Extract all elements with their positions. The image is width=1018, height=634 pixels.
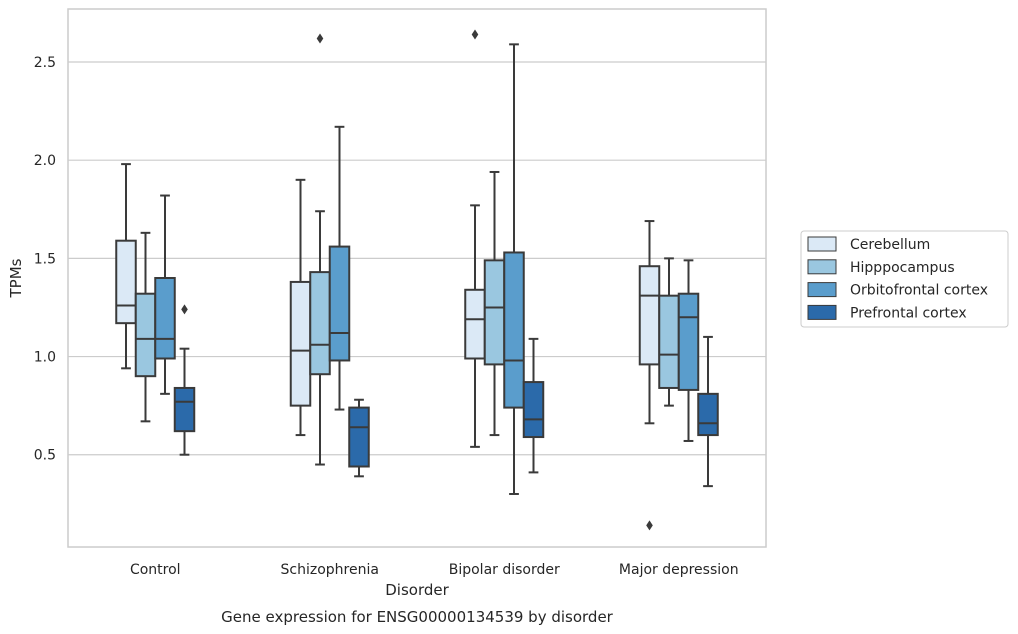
legend-label: Hipppocampus xyxy=(850,260,955,276)
box-body xyxy=(658,294,680,389)
x-tick-label: Schizophrenia xyxy=(281,562,379,578)
legend-label: Cerebellum xyxy=(850,237,930,253)
legend-item: Prefrontal cortex xyxy=(807,304,967,321)
x-tick-label: Control xyxy=(130,562,181,578)
y-tick-label: 1.0 xyxy=(34,350,56,366)
box-hipppocampus xyxy=(309,33,331,466)
chart-title: Gene expression for ENSG00000134539 by d… xyxy=(221,608,614,626)
plot-frame xyxy=(67,8,767,548)
box-hipppocampus xyxy=(134,231,157,423)
x-tick-label: Bipolar disorder xyxy=(449,562,560,578)
box-body xyxy=(173,386,196,433)
legend-item: Hipppocampus xyxy=(807,259,955,276)
box-body xyxy=(522,381,545,439)
legend-label: Orbitofrontal cortex xyxy=(850,283,988,299)
box-orbitofrontal-cortex xyxy=(503,43,525,495)
box-hipppocampus xyxy=(483,170,506,437)
legend-swatch xyxy=(807,282,837,298)
box-prefrontal-cortex xyxy=(173,304,196,456)
y-tick-label: 0.5 xyxy=(34,448,56,464)
box-body xyxy=(328,245,351,362)
box-cerebellum xyxy=(638,220,661,531)
box-body xyxy=(154,277,176,360)
box-hipppocampus xyxy=(658,257,680,407)
legend-item: Cerebellum xyxy=(807,236,930,253)
box-body xyxy=(348,406,370,468)
box-body xyxy=(115,239,137,325)
legend-swatch xyxy=(807,259,837,275)
box-orbitofrontal-cortex xyxy=(677,259,700,442)
y-axis-label: TPMs xyxy=(7,258,25,298)
y-axis-ticks: 0.5 1.0 1.5 2.0 2.5 xyxy=(34,55,56,464)
box-body xyxy=(289,280,312,407)
legend-swatch xyxy=(807,304,837,320)
box-body xyxy=(638,265,661,366)
box-body xyxy=(697,392,719,437)
box-prefrontal-cortex xyxy=(348,398,370,478)
box-body xyxy=(503,251,525,409)
outlier-point xyxy=(316,33,324,44)
box-cerebellum xyxy=(464,29,486,448)
legend-label: Prefrontal cortex xyxy=(850,305,967,321)
outlier-point xyxy=(646,520,653,531)
box-body xyxy=(309,271,331,376)
legend-frame xyxy=(800,230,1009,328)
gridlines xyxy=(68,61,766,456)
y-tick-label: 2.5 xyxy=(34,55,56,71)
box-orbitofrontal-cortex xyxy=(154,194,176,395)
legend: Cerebellum Hipppocampus Orbitofrontal cort… xyxy=(800,230,1009,328)
legend-swatch xyxy=(807,236,837,252)
x-tick-label: Major depression xyxy=(619,562,739,578)
y-tick-label: 2.0 xyxy=(34,153,56,169)
legend-item: Orbitofrontal cortex xyxy=(807,282,988,299)
box-body xyxy=(464,288,486,360)
outlier-point xyxy=(181,304,188,315)
box-prefrontal-cortex xyxy=(522,337,545,474)
box-cerebellum xyxy=(289,178,312,437)
boxes xyxy=(115,29,719,531)
box-body xyxy=(677,292,700,391)
box-prefrontal-cortex xyxy=(697,335,719,488)
x-axis-label: Disorder xyxy=(385,581,449,599)
box-body xyxy=(134,292,157,378)
outlier-point xyxy=(471,29,479,40)
y-tick-label: 1.5 xyxy=(34,251,56,267)
box-orbitofrontal-cortex xyxy=(328,125,351,411)
x-axis-ticks: Control Schizophrenia Bipolar disorder Majo… xyxy=(130,562,739,578)
box-body xyxy=(483,259,506,366)
box-cerebellum xyxy=(115,163,137,370)
